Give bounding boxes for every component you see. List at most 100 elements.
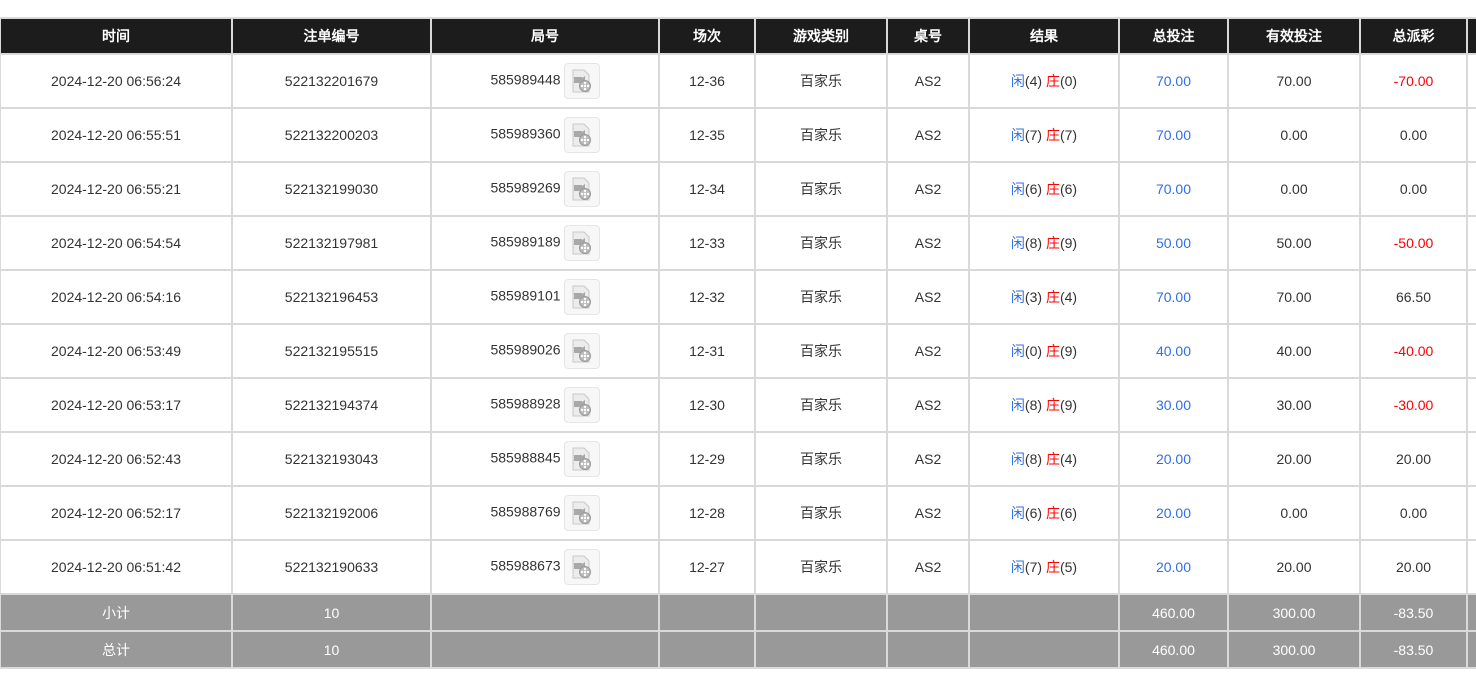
empty-cell [886,593,970,632]
table-cell: AS2 [886,269,970,325]
session-cell: 12-30 [658,377,756,433]
time-cell: 2024-12-20 06:53:49 [0,323,233,379]
extra-cell [1466,630,1476,669]
empty-cell [968,630,1120,669]
table-cell: AS2 [886,431,970,487]
table-cell: AS2 [886,215,970,271]
session-cell: 12-35 [658,107,756,163]
round-number: 585988673 [490,557,561,574]
banker-score: (9) [1059,397,1078,413]
payout-cell: -50.00 [1359,215,1468,271]
empty-cell [430,593,660,632]
session-cell: 12-36 [658,53,756,109]
video-replay-icon[interactable] [563,333,600,369]
empty-cell [968,593,1120,632]
result-cell: 闲(7) 庄(5) [968,539,1120,595]
player-label: 闲 [1010,451,1025,467]
game-type-cell: 百家乐 [754,269,888,325]
table-row: 2024-12-20 06:53:17 522132194374 585988928… [0,377,1476,433]
time-cell: 2024-12-20 06:55:21 [0,161,233,217]
video-replay-icon[interactable] [563,225,600,261]
banker-label: 庄 [1045,73,1060,89]
total-bet-cell: 20.00 [1118,485,1229,541]
extra-cell [1466,269,1476,325]
result-cell: 闲(8) 庄(4) [968,431,1120,487]
valid-bet-cell: 0.00 [1227,485,1361,541]
result-cell: 闲(7) 庄(7) [968,107,1120,163]
total-bet-cell: 40.00 [1118,323,1229,379]
banker-score: (4) [1059,451,1078,467]
banker-label: 庄 [1045,397,1060,413]
table-row: 2024-12-20 06:55:21 522132199030 585989269… [0,161,1476,217]
header-valid-bet: 有效投注 [1227,17,1361,55]
video-replay-icon[interactable] [563,549,600,585]
header-extra [1466,17,1476,55]
round-number: 585989448 [490,71,561,88]
total-bet-cell: 30.00 [1118,377,1229,433]
round-cell: 585989026 [430,323,660,379]
extra-cell [1466,323,1476,379]
total-label-cell: 总计 [0,630,233,669]
result-cell: 闲(6) 庄(6) [968,161,1120,217]
session-cell: 12-27 [658,539,756,595]
payout-sum-cell: -83.50 [1359,593,1468,632]
banker-score: (6) [1059,505,1078,521]
empty-cell [658,630,756,669]
player-score: (7) [1024,127,1043,143]
extra-cell [1466,215,1476,271]
payout-cell: -30.00 [1359,377,1468,433]
video-replay-icon[interactable] [563,387,600,423]
extra-cell [1466,485,1476,541]
banker-label: 庄 [1045,343,1060,359]
player-label: 闲 [1010,289,1025,305]
banker-score: (4) [1059,289,1078,305]
game-type-cell: 百家乐 [754,323,888,379]
payout-cell: 0.00 [1359,107,1468,163]
header-payout: 总派彩 [1359,17,1468,55]
table-cell: AS2 [886,53,970,109]
banker-score: (7) [1059,127,1078,143]
bet-records-table: 时间 注单编号 局号 场次 游戏类别 桌号 结果 总投注 有效投注 总派彩 2024-12-20 … [0,17,1476,669]
time-cell: 2024-12-20 06:51:42 [0,539,233,595]
video-replay-icon[interactable] [563,279,600,315]
empty-cell [658,593,756,632]
table-cell: AS2 [886,539,970,595]
game-type-cell: 百家乐 [754,107,888,163]
valid-bet-sum-cell: 300.00 [1227,630,1361,669]
total-bet-cell: 20.00 [1118,539,1229,595]
total-bet-sum-cell: 460.00 [1118,630,1229,669]
total-count-cell: 10 [231,593,432,632]
video-replay-icon[interactable] [563,495,600,531]
payout-cell: 0.00 [1359,161,1468,217]
valid-bet-cell: 20.00 [1227,539,1361,595]
player-label: 闲 [1010,397,1025,413]
result-cell: 闲(6) 庄(6) [968,485,1120,541]
player-score: (7) [1024,559,1043,575]
extra-cell [1466,539,1476,595]
bet-id-cell: 522132193043 [231,431,432,487]
total-bet-cell: 70.00 [1118,107,1229,163]
video-replay-icon[interactable] [563,441,600,477]
table-row: 2024-12-20 06:53:49 522132195515 585989026… [0,323,1476,379]
table-row: 2024-12-20 06:55:51 522132200203 585989360… [0,107,1476,163]
player-label: 闲 [1010,559,1025,575]
player-label: 闲 [1010,181,1025,197]
video-replay-icon[interactable] [563,63,600,99]
player-score: (4) [1024,73,1043,89]
round-cell: 585989189 [430,215,660,271]
video-replay-icon[interactable] [563,117,600,153]
grand-total-row: 总计 10 460.00 300.00 -83.50 [0,630,1476,669]
table-cell: AS2 [886,107,970,163]
payout-cell: 20.00 [1359,431,1468,487]
valid-bet-sum-cell: 300.00 [1227,593,1361,632]
header-time: 时间 [0,17,233,55]
result-cell: 闲(4) 庄(0) [968,53,1120,109]
table-cell: AS2 [886,377,970,433]
valid-bet-cell: 50.00 [1227,215,1361,271]
session-cell: 12-31 [658,323,756,379]
video-replay-icon[interactable] [563,171,600,207]
round-cell: 585989101 [430,269,660,325]
bet-id-cell: 522132197981 [231,215,432,271]
banker-label: 庄 [1045,235,1060,251]
table-row: 2024-12-20 06:52:43 522132193043 585988845… [0,431,1476,487]
